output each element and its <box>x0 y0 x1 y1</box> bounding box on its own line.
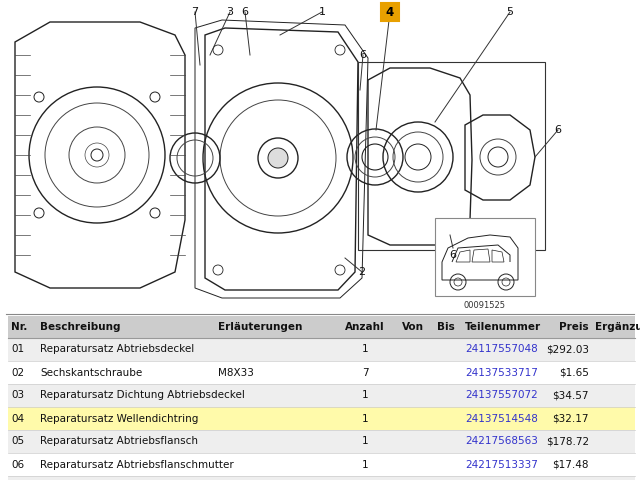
Text: Erläuterungen: Erläuterungen <box>218 322 302 332</box>
Text: Reparatursatz Wellendichtring: Reparatursatz Wellendichtring <box>40 413 198 423</box>
Text: 1: 1 <box>362 459 368 469</box>
Text: 06: 06 <box>11 459 24 469</box>
Bar <box>8 338 635 361</box>
Text: Nr.: Nr. <box>11 322 28 332</box>
Bar <box>8 430 635 453</box>
Text: 03: 03 <box>11 391 24 400</box>
Circle shape <box>34 208 44 218</box>
Circle shape <box>150 208 160 218</box>
Bar <box>8 384 635 407</box>
Circle shape <box>335 45 345 55</box>
Text: 6: 6 <box>554 125 561 135</box>
Text: 24137514548: 24137514548 <box>465 413 538 423</box>
Bar <box>435 218 535 296</box>
Bar <box>8 316 635 338</box>
Text: Sechskantschraube: Sechskantschraube <box>40 368 142 377</box>
Text: Reparatursatz Dichtung Abtriebsdeckel: Reparatursatz Dichtung Abtriebsdeckel <box>40 391 245 400</box>
Circle shape <box>213 265 223 275</box>
Text: 7: 7 <box>362 368 368 377</box>
Text: 6: 6 <box>360 50 367 60</box>
Text: Anzahl: Anzahl <box>345 322 385 332</box>
Text: 1: 1 <box>319 7 326 17</box>
Text: Reparatursatz Abtriebsflanschmutter: Reparatursatz Abtriebsflanschmutter <box>40 459 234 469</box>
Text: Reparatursatz Abtriebsflansch: Reparatursatz Abtriebsflansch <box>40 436 198 446</box>
Text: Teilenummer: Teilenummer <box>465 322 541 332</box>
Text: 1: 1 <box>362 391 368 400</box>
Bar <box>358 62 545 250</box>
Circle shape <box>150 92 160 102</box>
Bar <box>8 476 635 480</box>
Text: 04: 04 <box>11 413 24 423</box>
Circle shape <box>213 45 223 55</box>
Text: $178.72: $178.72 <box>546 436 589 446</box>
Text: $34.57: $34.57 <box>552 391 589 400</box>
Text: 24117557048: 24117557048 <box>465 345 538 355</box>
Text: 2: 2 <box>358 267 365 277</box>
Text: 6: 6 <box>241 7 248 17</box>
Bar <box>8 453 635 476</box>
Circle shape <box>335 265 345 275</box>
Text: 4: 4 <box>386 5 394 19</box>
Circle shape <box>34 92 44 102</box>
Text: $292.03: $292.03 <box>546 345 589 355</box>
Text: $1.65: $1.65 <box>559 368 589 377</box>
Text: 6: 6 <box>449 250 456 260</box>
Text: 1: 1 <box>362 413 368 423</box>
Text: 00091525: 00091525 <box>464 301 506 311</box>
Circle shape <box>91 149 103 161</box>
Text: 1: 1 <box>362 345 368 355</box>
Text: Reparatursatz Abtriebsdeckel: Reparatursatz Abtriebsdeckel <box>40 345 195 355</box>
Text: 01: 01 <box>11 345 24 355</box>
Text: 24217568563: 24217568563 <box>465 436 538 446</box>
Text: 02: 02 <box>11 368 24 377</box>
Text: 05: 05 <box>11 436 24 446</box>
Text: Bis: Bis <box>437 322 455 332</box>
Text: Preis: Preis <box>559 322 589 332</box>
Circle shape <box>268 148 288 168</box>
Bar <box>8 407 635 430</box>
Text: 7: 7 <box>191 7 198 17</box>
Text: Beschreibung: Beschreibung <box>40 322 120 332</box>
Text: 24217513337: 24217513337 <box>465 459 538 469</box>
Text: Ergänzungen: Ergänzungen <box>595 322 640 332</box>
Text: 3: 3 <box>227 7 234 17</box>
Text: 5: 5 <box>506 7 513 17</box>
Text: M8X33: M8X33 <box>218 368 254 377</box>
Bar <box>8 361 635 384</box>
Text: 24137533717: 24137533717 <box>465 368 538 377</box>
Text: Von: Von <box>401 322 424 332</box>
Text: 24137557072: 24137557072 <box>465 391 538 400</box>
Text: $17.48: $17.48 <box>552 459 589 469</box>
FancyBboxPatch shape <box>381 3 399 21</box>
Text: $32.17: $32.17 <box>552 413 589 423</box>
Text: 1: 1 <box>362 436 368 446</box>
